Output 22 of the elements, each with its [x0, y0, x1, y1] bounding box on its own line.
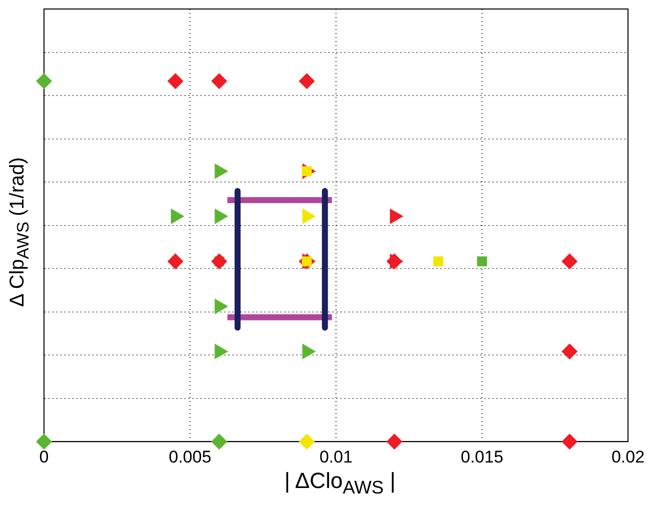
point [298, 73, 315, 90]
point [477, 256, 487, 266]
point [433, 256, 444, 266]
point [562, 253, 578, 270]
point [386, 253, 402, 270]
x-tick-label: 0 [39, 447, 49, 466]
point [211, 73, 228, 90]
point [386, 434, 402, 450]
point [36, 73, 52, 90]
point [298, 434, 315, 450]
x-tick-label: 0.01 [319, 447, 353, 466]
point [562, 434, 578, 450]
x-axis-title: | ΔClo$_{AWS}$ | [283, 468, 397, 498]
point [211, 434, 228, 450]
point [36, 434, 52, 450]
x-tick-label: 0.02 [611, 447, 645, 466]
point [167, 253, 184, 270]
point [167, 73, 184, 90]
x-tick-label: 0.005 [168, 447, 212, 466]
point [211, 253, 228, 270]
x-tick-label: 0.015 [460, 447, 504, 466]
point [562, 343, 578, 360]
